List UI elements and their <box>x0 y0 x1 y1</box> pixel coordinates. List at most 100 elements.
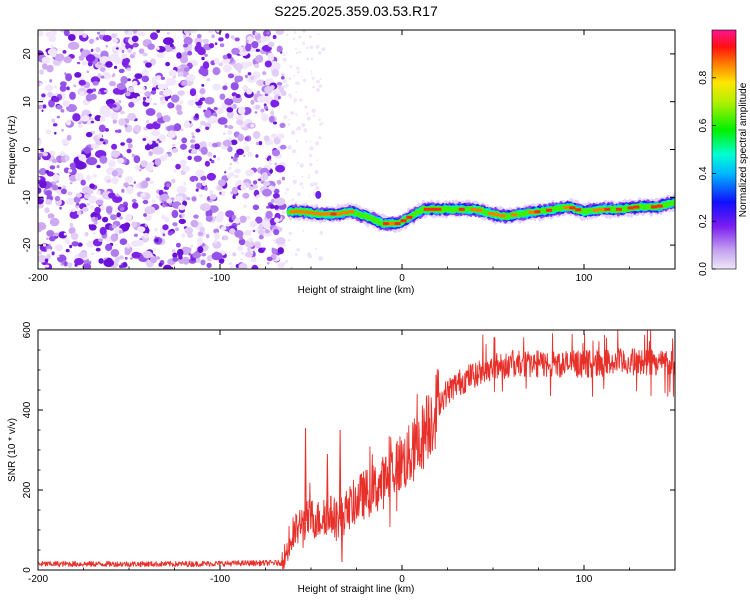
snr-panel: -200 -100 0 100 0 200 400 600 Height of straigh… <box>7 321 676 595</box>
noise-speckle <box>64 155 70 162</box>
noise-speckle <box>65 248 70 253</box>
noise-speckle <box>135 183 139 189</box>
noise-speckle <box>264 60 272 68</box>
noise-speckle <box>130 257 133 260</box>
noise-speckle <box>227 130 233 135</box>
noise-speckle <box>319 231 324 235</box>
noise-speckle <box>199 97 206 102</box>
noise-speckle <box>166 32 170 35</box>
noise-speckle <box>204 186 208 191</box>
noise-speckle <box>313 181 318 186</box>
noise-speckle <box>140 180 149 189</box>
noise-speckle <box>237 106 246 115</box>
noise-speckle <box>227 146 233 153</box>
noise-speckle <box>104 72 112 80</box>
noise-speckle <box>106 179 112 183</box>
noise-speckle <box>65 73 73 82</box>
noise-speckle <box>171 148 179 153</box>
noise-speckle <box>235 94 241 98</box>
noise-speckle <box>246 88 253 95</box>
noise-speckle <box>95 37 99 41</box>
ridge-peak <box>615 207 622 211</box>
noise-speckle <box>232 103 237 109</box>
noise-speckle <box>202 38 209 44</box>
noise-speckle <box>217 186 223 191</box>
ridge-segment <box>671 200 675 206</box>
noise-speckle <box>159 193 170 202</box>
noise-speckle <box>158 134 166 142</box>
noise-speckle <box>165 61 171 67</box>
noise-speckle <box>256 194 261 199</box>
noise-speckle <box>110 249 120 257</box>
noise-speckle <box>56 254 60 258</box>
noise-speckle <box>126 67 132 72</box>
noise-speckle <box>111 143 118 150</box>
ridge-peak <box>458 207 465 211</box>
colorbar-label: Normalized spectral amplitude <box>738 82 749 217</box>
noise-speckle <box>288 77 292 80</box>
noise-speckle <box>318 256 323 261</box>
noise-speckle <box>85 93 93 102</box>
noise-speckle <box>45 199 53 205</box>
noise-speckle <box>244 74 248 79</box>
noise-speckle <box>93 48 97 52</box>
noise-speckle <box>222 54 228 60</box>
noise-speckle <box>287 239 291 242</box>
noise-speckle <box>51 158 58 164</box>
noise-speckle <box>171 178 176 184</box>
noise-speckle <box>99 67 106 72</box>
noise-speckle <box>153 102 157 106</box>
noise-speckle <box>124 30 129 34</box>
noise-speckle <box>153 248 156 252</box>
noise-speckle <box>176 110 183 116</box>
noise-speckle <box>189 30 197 34</box>
noise-speckle <box>209 158 212 161</box>
noise-speckle <box>126 148 132 154</box>
noise-speckle <box>218 37 224 42</box>
noise-speckle <box>182 165 191 172</box>
noise-speckle <box>231 156 233 159</box>
noise-speckle <box>254 241 262 248</box>
noise-speckle <box>244 145 250 153</box>
ridge-peak <box>336 212 343 216</box>
noise-speckle <box>38 104 44 110</box>
noise-speckle <box>200 259 206 266</box>
snr-x-label: Height of straight line (km) <box>298 584 415 595</box>
noise-speckle <box>286 33 289 37</box>
noise-speckle <box>102 216 109 223</box>
noise-speckle <box>187 50 193 56</box>
noise-speckle <box>142 86 146 90</box>
noise-speckle <box>80 115 90 122</box>
ridge-peak <box>383 222 389 226</box>
noise-speckle <box>99 155 108 164</box>
spectrogram-frame <box>37 29 676 270</box>
noise-speckle <box>288 118 291 121</box>
noise-speckle <box>63 261 68 267</box>
noise-speckle <box>213 228 220 234</box>
noise-speckle <box>162 233 166 237</box>
noise-speckle <box>83 146 91 154</box>
noise-speckle <box>277 247 285 255</box>
noise-speckle <box>198 142 203 146</box>
noise-speckle <box>124 256 128 260</box>
noise-speckle <box>112 38 119 44</box>
y-tick-label: -20 <box>22 237 33 252</box>
noise-speckle <box>73 196 81 204</box>
noise-speckle <box>232 252 237 257</box>
noise-speckle <box>92 232 96 235</box>
noise-speckle <box>189 244 194 249</box>
noise-speckle <box>86 88 94 94</box>
ridge-peak <box>342 211 349 215</box>
noise-speckle <box>299 35 302 38</box>
noise-speckle <box>309 45 314 49</box>
noise-speckle <box>276 49 281 52</box>
noise-speckle <box>206 78 211 82</box>
noise-speckle <box>282 79 287 84</box>
noise-speckle <box>299 163 304 168</box>
noise-speckle <box>67 41 80 50</box>
noise-speckle <box>56 104 63 110</box>
noise-speckle <box>74 30 85 36</box>
noise-speckle <box>67 262 73 268</box>
noise-speckle <box>78 121 82 125</box>
